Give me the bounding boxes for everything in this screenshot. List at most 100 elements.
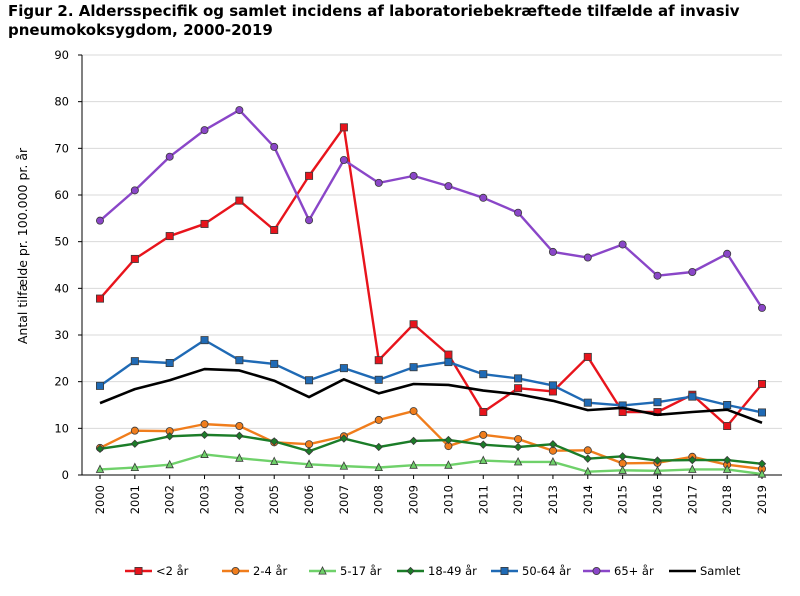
- data-point: [688, 464, 697, 473]
- data-point: [514, 435, 523, 444]
- data-point: [165, 232, 174, 241]
- data-point: [583, 466, 593, 476]
- x-tick-label: 2016: [650, 485, 664, 514]
- data-point: [548, 247, 557, 256]
- data-point: [165, 432, 174, 441]
- data-point: [444, 460, 453, 469]
- data-point: [200, 420, 209, 429]
- data-point: [130, 186, 139, 195]
- data-point: [269, 456, 279, 465]
- data-point: [200, 219, 209, 228]
- x-tick-label: 2012: [511, 485, 525, 514]
- data-point: [409, 407, 418, 416]
- data-point: [583, 454, 592, 463]
- legend-item: 5-17 år: [309, 564, 382, 578]
- data-point: [723, 400, 732, 409]
- plot-area: [95, 106, 767, 478]
- y-axis-label: Antal tilfælde pr. 100.000 pr. år: [15, 147, 30, 344]
- x-tick-label: 2017: [685, 485, 699, 514]
- data-point: [479, 430, 488, 439]
- series-5: [96, 336, 767, 417]
- data-point: [444, 182, 453, 191]
- data-point: [374, 178, 383, 187]
- x-tick-label: 2011: [476, 485, 490, 514]
- data-point: [165, 358, 174, 367]
- series-line: [99, 108, 764, 309]
- data-point: [165, 459, 174, 469]
- legend-marker: [406, 566, 415, 576]
- legend-marker: [318, 566, 327, 575]
- data-point: [235, 421, 244, 430]
- grid-lines: [82, 54, 782, 476]
- y-tick-label: 50: [54, 235, 69, 249]
- data-point: [304, 447, 314, 456]
- legend-item: Samlet: [669, 564, 741, 578]
- data-point: [514, 384, 523, 393]
- data-point: [200, 126, 209, 135]
- data-point: [235, 453, 244, 462]
- data-point: [444, 358, 453, 367]
- data-point: [653, 465, 662, 475]
- x-tick-label: 2006: [302, 485, 316, 514]
- data-point: [409, 363, 418, 372]
- legend-label: 50-64 år: [522, 564, 571, 578]
- data-point: [130, 462, 140, 472]
- data-point: [409, 460, 418, 469]
- data-point: [270, 437, 279, 446]
- axes: [81, 55, 782, 476]
- legend-label: 5-17 år: [340, 564, 382, 578]
- data-point: [130, 439, 140, 448]
- y-tick-label: 60: [54, 188, 69, 202]
- series-7: [99, 367, 763, 424]
- data-point: [339, 434, 349, 443]
- data-point: [95, 464, 105, 473]
- data-point: [305, 171, 314, 180]
- data-point: [479, 193, 488, 202]
- x-tick-label: 2009: [407, 485, 421, 514]
- data-point: [722, 455, 732, 465]
- legend-marker: [592, 567, 601, 576]
- series-6: [96, 106, 767, 312]
- data-point: [235, 431, 244, 440]
- data-point: [96, 381, 105, 390]
- data-point: [130, 426, 139, 435]
- legend-marker: [134, 567, 143, 576]
- data-point: [235, 106, 244, 115]
- x-tick-label: 2001: [128, 485, 142, 514]
- y-tick-label: 90: [54, 48, 69, 62]
- data-point: [723, 421, 732, 430]
- legend-item: 50-64 år: [491, 564, 571, 578]
- data-point: [339, 461, 349, 470]
- data-point: [374, 462, 383, 472]
- x-tick-label: 2014: [581, 485, 595, 514]
- data-point: [548, 440, 558, 449]
- series-line: [99, 126, 763, 428]
- series-line: [99, 367, 763, 424]
- y-tick-label: 70: [54, 141, 69, 155]
- y-axis-ticks: 0 10 20 30 40 50 60 70 80 90: [54, 48, 82, 482]
- data-point: [757, 469, 767, 478]
- data-point: [339, 364, 348, 373]
- series-line: [99, 433, 763, 465]
- y-tick-label: 20: [54, 375, 69, 389]
- legend-label: 2-4 år: [253, 564, 287, 578]
- data-point: [688, 267, 697, 276]
- legend-item: 2-4 år: [222, 564, 287, 578]
- data-point: [688, 455, 697, 465]
- data-point: [758, 303, 767, 312]
- data-point: [270, 225, 279, 234]
- series-line: [99, 453, 763, 476]
- x-tick-label: 2015: [616, 485, 630, 514]
- data-point: [96, 294, 105, 303]
- data-point: [305, 376, 314, 385]
- data-point: [479, 407, 488, 416]
- data-point: [514, 374, 523, 383]
- x-tick-label: 2004: [232, 485, 246, 514]
- data-point: [305, 216, 314, 225]
- data-point: [130, 254, 139, 263]
- data-point: [513, 442, 523, 452]
- y-tick-label: 30: [54, 328, 69, 342]
- data-point: [514, 208, 523, 217]
- series-4: [95, 430, 767, 468]
